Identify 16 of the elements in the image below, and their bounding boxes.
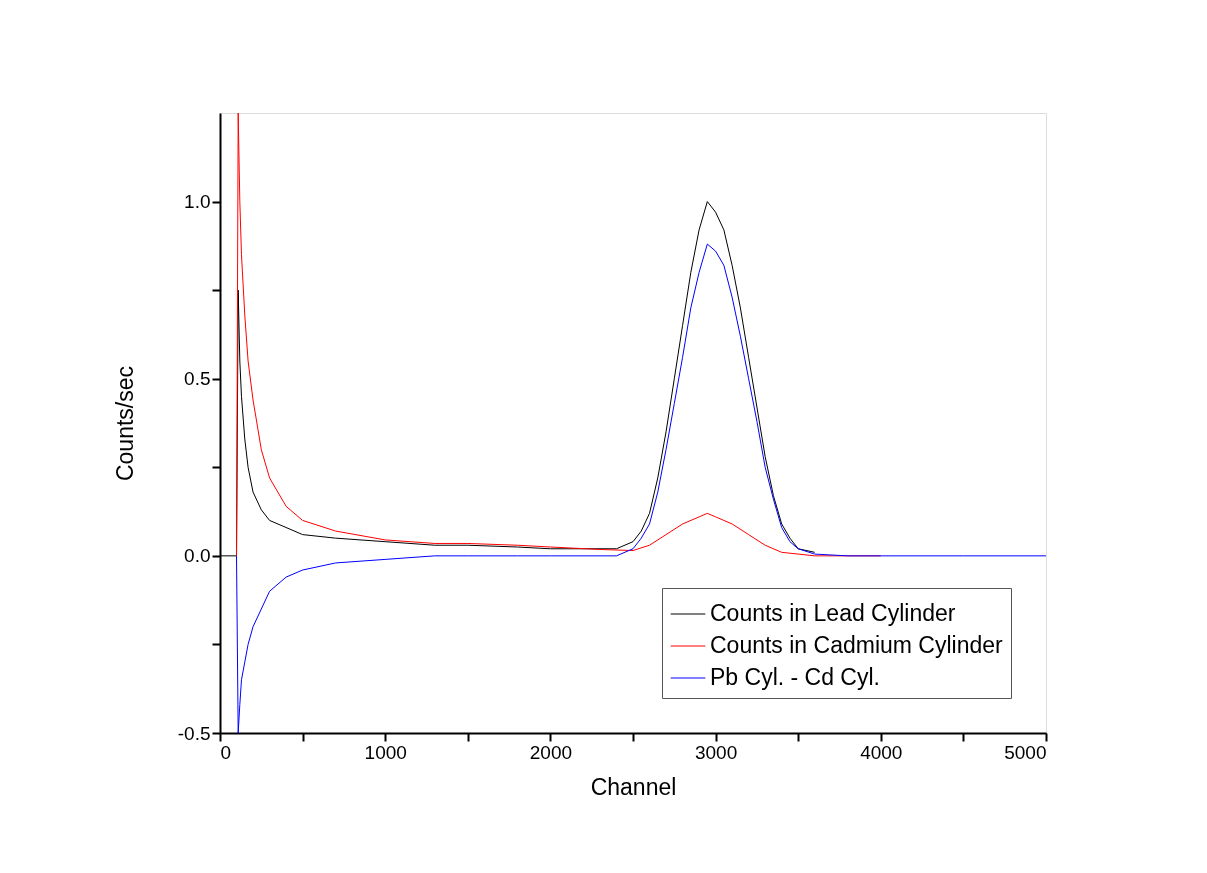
y-axis-title: Counts/sec: [111, 365, 138, 482]
y-tick-label: 0.0: [184, 545, 211, 567]
legend-label: Pb Cyl. - Cd Cyl.: [710, 664, 880, 690]
y-tick-label: 0.5: [184, 368, 211, 390]
x-axis-title: Channel: [590, 773, 677, 800]
x-tick-label: 4000: [860, 741, 903, 763]
x-tick-label: 5000: [1004, 741, 1047, 763]
line-series: [236, 243, 1046, 733]
y-tick-label: -0.5: [177, 722, 211, 744]
legend-label: Counts in Cadmium Cylinder: [710, 632, 1004, 658]
x-tick-label: 3000: [694, 741, 738, 763]
x-tick-label: 1000: [364, 741, 407, 763]
x-tick-label: 2000: [529, 741, 573, 763]
y-tick-label: 1.0: [184, 191, 211, 213]
x-tick-label: 0: [220, 741, 232, 763]
legend-label: Counts in Lead Cylinder: [710, 600, 956, 626]
